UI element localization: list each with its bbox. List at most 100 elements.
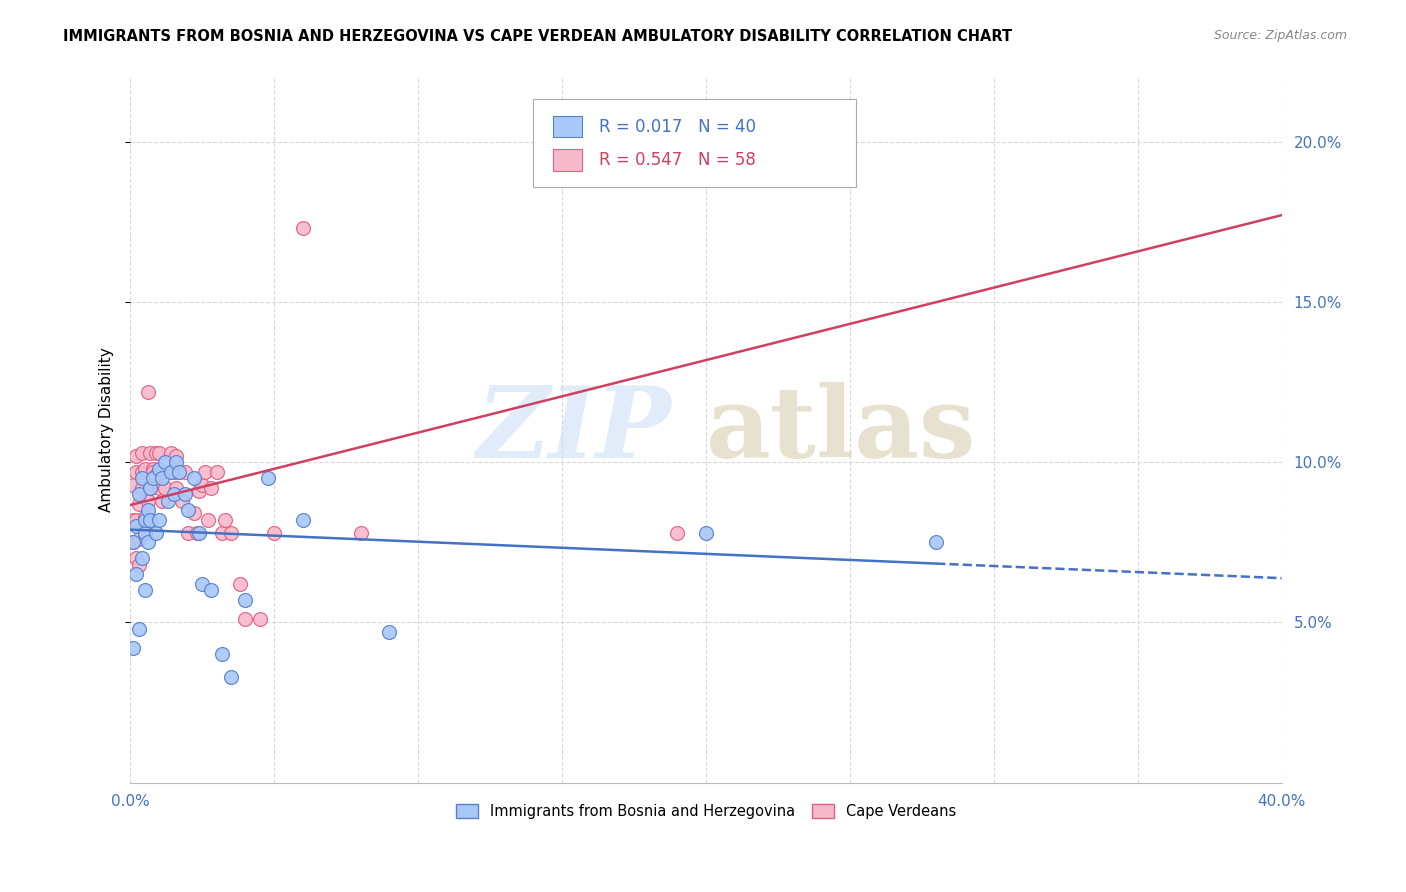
Point xyxy=(174,465,197,479)
Point xyxy=(666,525,689,540)
Point xyxy=(188,483,211,498)
Point xyxy=(925,535,948,549)
Point xyxy=(183,507,205,521)
Point xyxy=(122,477,145,491)
Point xyxy=(165,455,187,469)
Point xyxy=(131,551,153,566)
Point xyxy=(145,445,167,459)
Point xyxy=(188,525,211,540)
Point xyxy=(139,445,162,459)
Point xyxy=(136,503,159,517)
Point xyxy=(695,125,717,139)
Point xyxy=(134,461,156,475)
Point xyxy=(128,622,150,636)
Point xyxy=(122,641,145,656)
Point xyxy=(128,497,150,511)
Point xyxy=(172,493,194,508)
Point xyxy=(186,525,208,540)
Point xyxy=(134,525,156,540)
Point xyxy=(695,525,717,540)
Point xyxy=(249,612,271,626)
Point xyxy=(167,465,190,479)
Point xyxy=(165,449,187,463)
Point xyxy=(125,567,148,582)
Point xyxy=(257,471,280,485)
Point xyxy=(125,519,148,533)
Point xyxy=(136,493,159,508)
Point xyxy=(150,465,173,479)
Point xyxy=(134,513,156,527)
Point xyxy=(139,481,162,495)
Point xyxy=(134,525,156,540)
Point xyxy=(177,503,200,517)
Point xyxy=(150,493,173,508)
Point xyxy=(148,461,170,475)
Point xyxy=(200,583,222,598)
Point xyxy=(148,445,170,459)
Point xyxy=(131,481,153,495)
Point xyxy=(156,465,179,479)
Point xyxy=(197,513,219,527)
Point xyxy=(191,477,214,491)
Text: Source: ZipAtlas.com: Source: ZipAtlas.com xyxy=(1213,29,1347,42)
Y-axis label: Ambulatory Disability: Ambulatory Disability xyxy=(100,348,114,512)
Point xyxy=(162,487,184,501)
Point xyxy=(125,449,148,463)
FancyBboxPatch shape xyxy=(533,99,856,186)
Point xyxy=(263,525,285,540)
Point xyxy=(128,532,150,546)
Text: IMMIGRANTS FROM BOSNIA AND HERZEGOVINA VS CAPE VERDEAN AMBULATORY DISABILITY COR: IMMIGRANTS FROM BOSNIA AND HERZEGOVINA V… xyxy=(63,29,1012,44)
Point xyxy=(219,525,242,540)
Point xyxy=(145,525,167,540)
Point xyxy=(128,487,150,501)
Point xyxy=(183,471,205,485)
Point xyxy=(134,583,156,598)
Point xyxy=(125,465,148,479)
Point xyxy=(194,465,217,479)
Point xyxy=(131,445,153,459)
Point xyxy=(165,481,187,495)
Point xyxy=(134,509,156,524)
Text: R = 0.547   N = 58: R = 0.547 N = 58 xyxy=(599,151,756,169)
Bar xyxy=(553,149,582,170)
Point xyxy=(159,465,181,479)
Point xyxy=(148,481,170,495)
Point xyxy=(153,481,176,495)
Point xyxy=(142,461,165,475)
Point xyxy=(159,445,181,459)
Point xyxy=(167,465,190,479)
Point xyxy=(139,481,162,495)
Point xyxy=(191,577,214,591)
Point xyxy=(156,493,179,508)
Text: ZIP: ZIP xyxy=(477,382,672,478)
Point xyxy=(142,465,165,479)
Point xyxy=(128,558,150,572)
Point xyxy=(235,593,257,607)
Point xyxy=(211,648,233,662)
Point xyxy=(235,612,257,626)
Point xyxy=(148,513,170,527)
Text: atlas: atlas xyxy=(706,382,976,479)
Point xyxy=(205,465,228,479)
Point xyxy=(131,465,153,479)
Point xyxy=(228,577,250,591)
Point xyxy=(292,513,315,527)
Point xyxy=(177,525,200,540)
Point xyxy=(131,471,153,485)
Point xyxy=(150,471,173,485)
Point xyxy=(136,384,159,399)
Point xyxy=(219,670,242,684)
Point xyxy=(122,535,145,549)
Point xyxy=(125,513,148,527)
Point xyxy=(349,525,371,540)
Legend: Immigrants from Bosnia and Herzegovina, Cape Verdeans: Immigrants from Bosnia and Herzegovina, … xyxy=(450,797,962,825)
Point xyxy=(174,487,197,501)
Bar xyxy=(553,116,582,137)
Point xyxy=(378,625,401,640)
Point xyxy=(136,535,159,549)
Point xyxy=(292,221,315,235)
Point xyxy=(139,481,162,495)
Point xyxy=(139,513,162,527)
Point xyxy=(122,513,145,527)
Point xyxy=(153,455,176,469)
